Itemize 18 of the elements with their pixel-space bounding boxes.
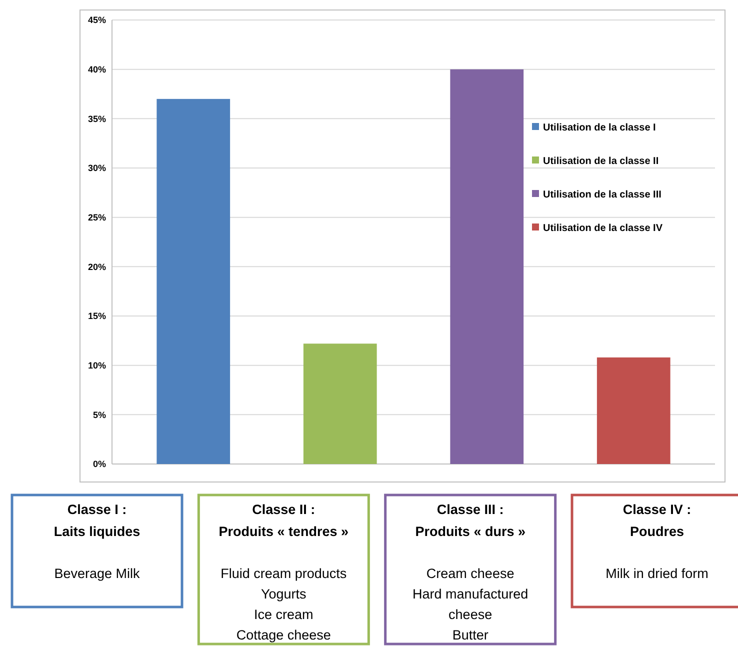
- y-tick-label: 40%: [88, 64, 106, 74]
- y-tick-label: 5%: [92, 410, 106, 420]
- legend-label: Utilisation de la classe IV: [543, 223, 663, 234]
- legend-label: Utilisation de la classe I: [543, 122, 656, 134]
- legend-label: Utilisation de la classe II: [543, 156, 659, 167]
- y-tick-label: 45%: [88, 15, 106, 26]
- text: Classe IV : Poudres Milk in dried form: [606, 502, 708, 581]
- legend-label: Utilisation de la classe III: [543, 190, 662, 200]
- y-tick-label: 10%: [88, 360, 106, 370]
- text: Classe II : Produits « tendres » Fluid cream products Yogurts Ice cream Cottage cheese: [218, 502, 349, 642]
- y-tick-label: 35%: [88, 114, 106, 124]
- y-tick-label: 20%: [88, 262, 106, 272]
- text: Classe I : Laits liquides Beverage Milk: [54, 502, 140, 581]
- y-tick-label: 15%: [88, 311, 106, 322]
- y-tick-label: 30%: [88, 163, 106, 174]
- text: Classe III : Produits « durs » Cream cheese Hard manufactured cheese Butter: [412, 502, 528, 642]
- y-tick-label: 25%: [88, 212, 106, 222]
- y-tick-label: 0%: [92, 459, 106, 470]
